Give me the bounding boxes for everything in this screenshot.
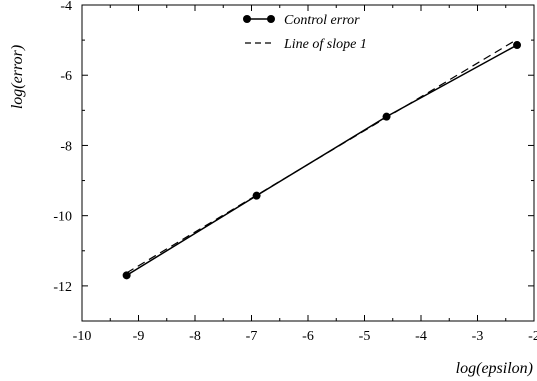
x-axis-title: log(epsilon)	[456, 360, 533, 377]
data-point	[122, 271, 131, 280]
legend-label-slope-1: Line of slope 1	[283, 37, 367, 52]
series-line-slope-1	[126, 38, 518, 274]
x-tick-label: -2	[528, 329, 537, 344]
plot-frame	[81, 4, 535, 322]
y-tick-label: -8	[60, 139, 72, 154]
y-tick-label: -6	[60, 69, 72, 84]
legend-marker-left	[243, 15, 251, 23]
x-tick-label: -8	[189, 329, 201, 344]
x-tick-label: -6	[302, 329, 314, 344]
data-point	[513, 41, 522, 50]
axis-ticks	[81, 4, 535, 322]
x-tick-label: -9	[133, 329, 145, 344]
legend: Control error Line of slope 1	[243, 13, 367, 52]
x-tick-label: -3	[472, 329, 484, 344]
y-tick-label: -4	[60, 0, 72, 14]
data-point	[252, 191, 261, 200]
legend-marker-right	[267, 15, 275, 23]
tick-labels: -10 -9 -8 -7 -6 -5 -4 -3 -2 -4 -6 -8 -10 -12	[53, 0, 537, 344]
x-tick-label: -5	[359, 329, 371, 344]
x-tick-label: -7	[246, 329, 258, 344]
x-tick-label: -4	[415, 329, 427, 344]
series-line-control-error	[126, 44, 518, 276]
y-axis-title: log(error)	[9, 45, 26, 109]
y-tick-label: -10	[53, 210, 72, 225]
x-tick-label: -10	[73, 329, 92, 344]
y-tick-label: -12	[53, 280, 72, 295]
legend-label-control-error: Control error	[284, 13, 360, 28]
series-layer	[122, 38, 522, 280]
